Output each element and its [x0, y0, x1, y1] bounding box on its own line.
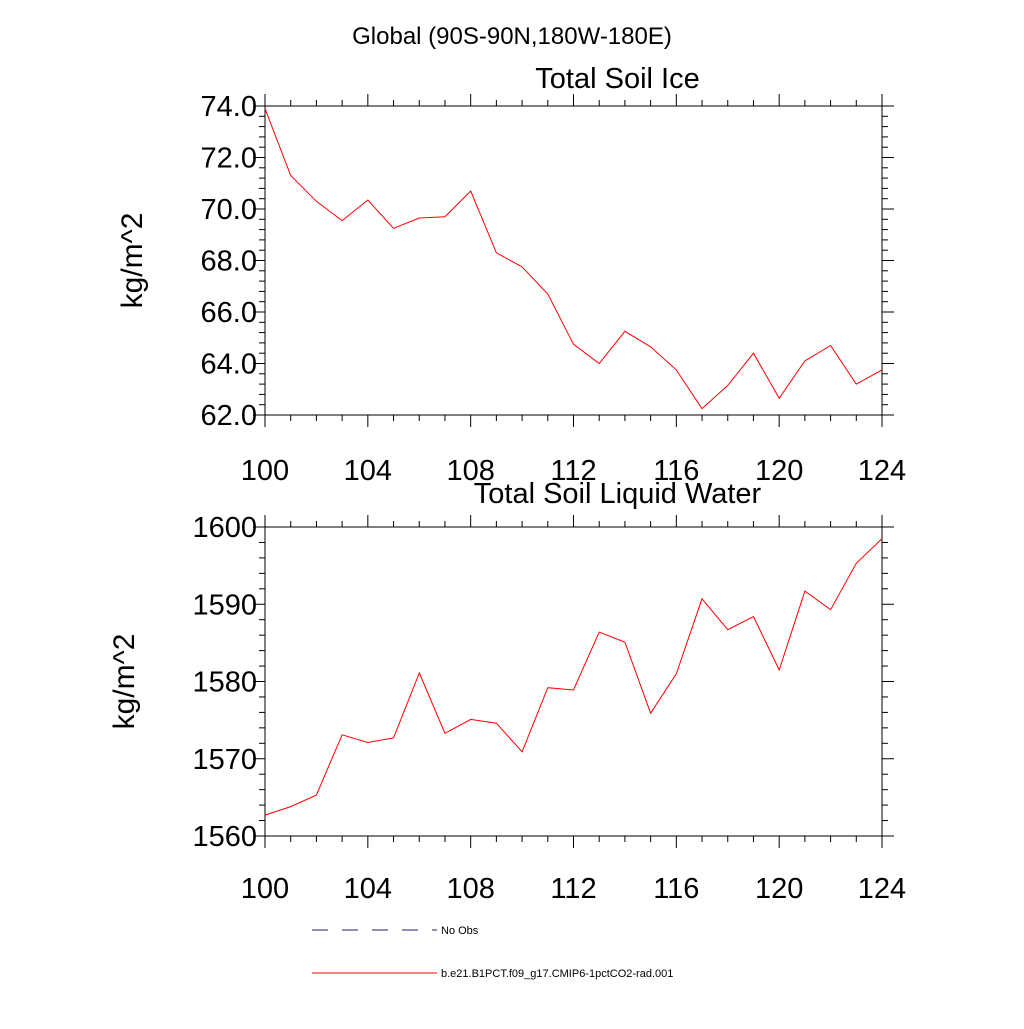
x-tick-label: 120: [755, 873, 803, 905]
panel-2: Total Soil Liquid Water 100 104 108 112 116 12…: [108, 478, 906, 905]
y-tick-label: 1560: [192, 821, 257, 853]
y-tick-label: 72.0: [201, 143, 257, 175]
legend-label: b.e21.B1PCT.f09_g17.CMIP6-1pctCO2-rad.00…: [441, 968, 673, 980]
panel-title: Total Soil Liquid Water: [474, 478, 762, 510]
panel-title: Total Soil Ice: [535, 63, 699, 95]
y-tick-label: 74.0: [201, 91, 257, 123]
y-axis-label: kg/m^2: [116, 213, 149, 309]
x-tick-label: 112: [550, 873, 596, 905]
y-tick-label: 1580: [192, 667, 257, 699]
series-line: [264, 538, 883, 816]
x-tick-label: 112: [550, 455, 596, 487]
y-axis-label: kg/m^2: [108, 634, 141, 730]
x-tick-label: 108: [446, 873, 494, 905]
y-tick-label: 1570: [192, 744, 257, 776]
x-tick-label: 120: [755, 455, 803, 487]
legend: No Obs b.e21.B1PCT.f09_g17.CMIP6-1pctCO2-…: [312, 925, 673, 980]
page-title: Global (90S-90N,180W-180E): [352, 23, 672, 50]
x-tick-label: 108: [446, 455, 494, 487]
y-tick-label: 62.0: [201, 400, 257, 432]
x-tick-label: 124: [858, 873, 906, 905]
plot-frame: [264, 526, 883, 837]
y-tick-label: 70.0: [201, 194, 257, 226]
y-tick-label: 64.0: [201, 349, 257, 381]
y-tick-label: 1600: [192, 512, 257, 544]
y-tick-label: 1590: [192, 589, 257, 621]
y-tick-label: 68.0: [201, 246, 257, 278]
x-tick-label: 104: [344, 455, 392, 487]
legend-label: No Obs: [441, 925, 479, 937]
x-tick-label: 100: [241, 873, 289, 905]
series-line: [264, 108, 883, 410]
y-tick-label: 66.0: [201, 297, 257, 329]
x-tick-label: 100: [241, 455, 289, 487]
x-tick-label: 104: [344, 873, 392, 905]
plot-frame: [264, 105, 883, 416]
x-tick-label: 116: [653, 455, 699, 487]
x-tick-label: 124: [858, 455, 906, 487]
panel-1: Total Soil Ice 100 104 108 112 116 120 124 62.0 6…: [116, 63, 906, 487]
x-tick-label: 116: [653, 873, 699, 905]
